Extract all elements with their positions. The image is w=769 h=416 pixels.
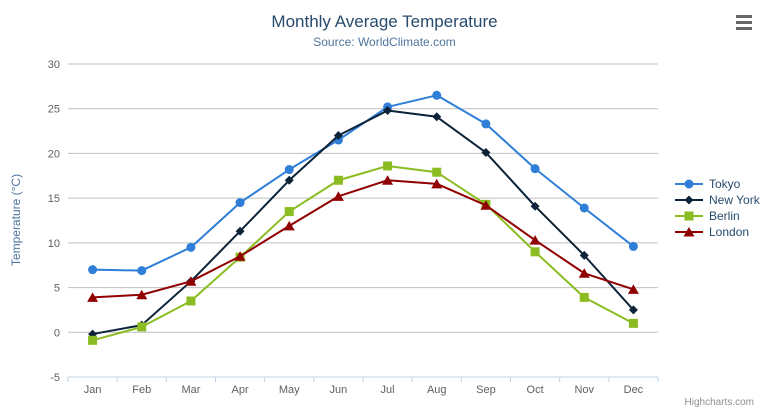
data-point-new-york[interactable] [235, 226, 245, 236]
legend-symbol-london [675, 227, 703, 237]
data-point-london[interactable] [234, 251, 246, 261]
chart-title: Monthly Average Temperature [271, 12, 498, 31]
x-axis-tick-label: Apr [232, 384, 249, 396]
data-point-new-york[interactable] [579, 250, 589, 260]
series-line-berlin [91, 164, 635, 342]
series-new-york [88, 106, 638, 339]
data-point-new-york[interactable] [432, 112, 442, 122]
chart-subtitle: Source: WorldClimate.com [313, 35, 456, 49]
legend-marker-new-york [684, 195, 694, 205]
x-axis-tick-label: Feb [132, 384, 151, 396]
data-point-berlin[interactable] [579, 292, 589, 302]
data-point-berlin[interactable] [284, 207, 294, 217]
x-axis-tick-label: Jul [381, 384, 395, 396]
data-point-tokyo[interactable] [137, 266, 147, 276]
data-point-tokyo[interactable] [88, 265, 98, 275]
legend-item-new-york[interactable]: New York [674, 192, 760, 208]
data-point-berlin[interactable] [137, 322, 147, 332]
data-point-tokyo[interactable] [481, 119, 491, 129]
legend-marker-tokyo [684, 179, 694, 189]
legend-label-new-york: New York [709, 193, 760, 207]
x-axis-tick-label: Nov [574, 384, 594, 396]
data-point-london[interactable] [382, 175, 394, 185]
data-point-new-york[interactable] [481, 148, 491, 158]
legend-item-tokyo[interactable]: Tokyo [674, 176, 760, 192]
data-point-london[interactable] [332, 191, 344, 201]
legend-symbol-berlin [675, 211, 703, 221]
x-axis-tick-label: Jan [84, 384, 102, 396]
y-axis-tick-label: 5 [54, 283, 60, 295]
data-point-new-york[interactable] [333, 131, 343, 141]
data-point-london[interactable] [431, 178, 443, 189]
legend-label-tokyo: Tokyo [709, 177, 741, 191]
credits-link[interactable]: Highcharts.com [684, 397, 754, 408]
chart-context-menu-button[interactable] [736, 15, 753, 30]
series-line-new-york [91, 109, 635, 336]
legend-symbol-new-york [675, 195, 703, 205]
legend-marker-berlin [684, 211, 694, 221]
data-point-tokyo[interactable] [628, 241, 638, 251]
data-point-berlin[interactable] [628, 318, 638, 328]
y-axis-tick-label: 10 [48, 238, 60, 250]
data-point-tokyo[interactable] [530, 164, 540, 174]
x-axis-tick-label: Mar [181, 384, 200, 396]
legend-item-london[interactable]: London [674, 224, 760, 240]
x-axis-tick-label: Jun [330, 384, 348, 396]
x-axis-tick-label: May [279, 384, 300, 396]
data-point-tokyo[interactable] [284, 165, 294, 175]
data-point-london[interactable] [480, 200, 492, 210]
data-point-london[interactable] [578, 268, 590, 278]
data-point-london[interactable] [529, 235, 541, 245]
data-point-berlin[interactable] [530, 247, 540, 257]
legend-item-berlin[interactable]: Berlin [674, 208, 760, 224]
data-point-tokyo[interactable] [186, 242, 196, 252]
x-axis-tick-label: Aug [427, 384, 447, 396]
data-point-tokyo[interactable] [235, 198, 245, 208]
y-axis-tick-label: -5 [50, 372, 60, 384]
data-point-new-york[interactable] [530, 201, 540, 211]
y-axis-tick-label: 25 [48, 104, 60, 116]
data-point-tokyo[interactable] [579, 203, 589, 213]
legend-label-berlin: Berlin [709, 209, 740, 223]
legend-label-london: London [709, 225, 750, 239]
hamburger-icon [736, 15, 753, 30]
data-point-london[interactable] [87, 292, 99, 302]
data-point-berlin[interactable] [383, 161, 393, 171]
legend: Tokyo New York Berlin London [674, 176, 760, 240]
data-point-berlin[interactable] [432, 167, 442, 177]
data-point-new-york[interactable] [284, 175, 294, 185]
data-point-berlin[interactable] [333, 175, 343, 185]
x-axis-tick-label: Oct [527, 384, 544, 396]
data-point-new-york[interactable] [628, 305, 638, 315]
y-axis-tick-label: 30 [48, 59, 60, 71]
y-axis-tick-label: 20 [48, 148, 60, 160]
data-point-new-york[interactable] [383, 106, 393, 116]
series-tokyo [88, 90, 638, 276]
data-point-london[interactable] [185, 276, 197, 286]
data-point-london[interactable] [283, 220, 295, 231]
legend-symbol-tokyo [675, 179, 703, 189]
x-axis-tick-label: Sep [476, 384, 496, 396]
x-axis-tick-label: Dec [624, 384, 644, 396]
legend-marker-london [683, 227, 695, 237]
series-london [87, 175, 639, 302]
data-point-berlin[interactable] [186, 296, 196, 306]
y-axis-tick-label: 0 [54, 327, 60, 339]
data-point-london[interactable] [136, 289, 148, 300]
series-line-london [91, 179, 635, 299]
series-line-tokyo [91, 94, 635, 272]
data-point-berlin[interactable] [88, 335, 98, 345]
data-point-london[interactable] [627, 284, 639, 294]
data-point-tokyo[interactable] [432, 90, 442, 100]
y-axis-tick-label: 15 [48, 193, 60, 205]
